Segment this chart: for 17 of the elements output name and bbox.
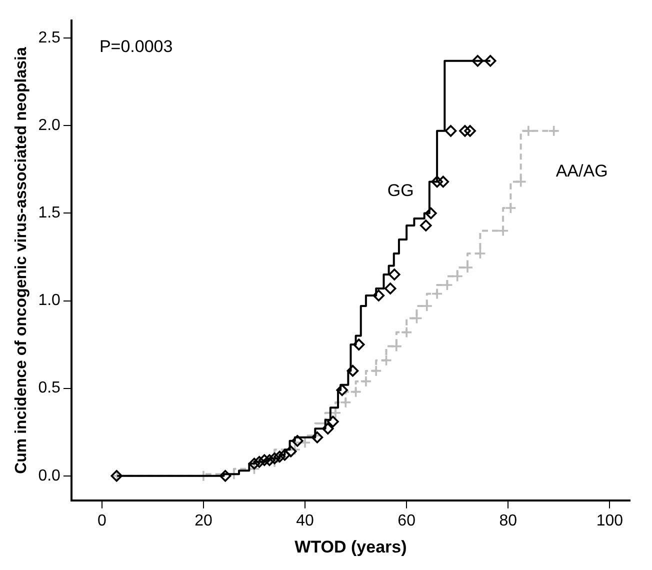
- x-tick-label: 20: [194, 512, 212, 530]
- series-label: AA/AG: [556, 161, 608, 180]
- x-axis-title: WTOD (years): [294, 537, 407, 556]
- y-tick-label: 1.0: [38, 292, 61, 310]
- series-label: GG: [387, 180, 414, 200]
- x-tick-label: 80: [499, 512, 518, 530]
- annotation: P=0.0003: [99, 36, 173, 56]
- y-axis-title: Cum incidence of oncogenic virus-associated neoplasia: [13, 47, 30, 474]
- x-tick-label: 100: [596, 512, 624, 530]
- y-tick-label: 1.5: [38, 204, 61, 222]
- y-tick-label: 0.5: [38, 380, 61, 397]
- x-tick-label: 60: [398, 512, 416, 530]
- x-tick-label: 40: [296, 512, 314, 530]
- y-tick-label: 2.0: [38, 117, 61, 134]
- x-tick-label: 0: [97, 512, 106, 530]
- y-tick-label: 2.5: [38, 30, 61, 47]
- y-tick-label: 0.0: [38, 467, 61, 484]
